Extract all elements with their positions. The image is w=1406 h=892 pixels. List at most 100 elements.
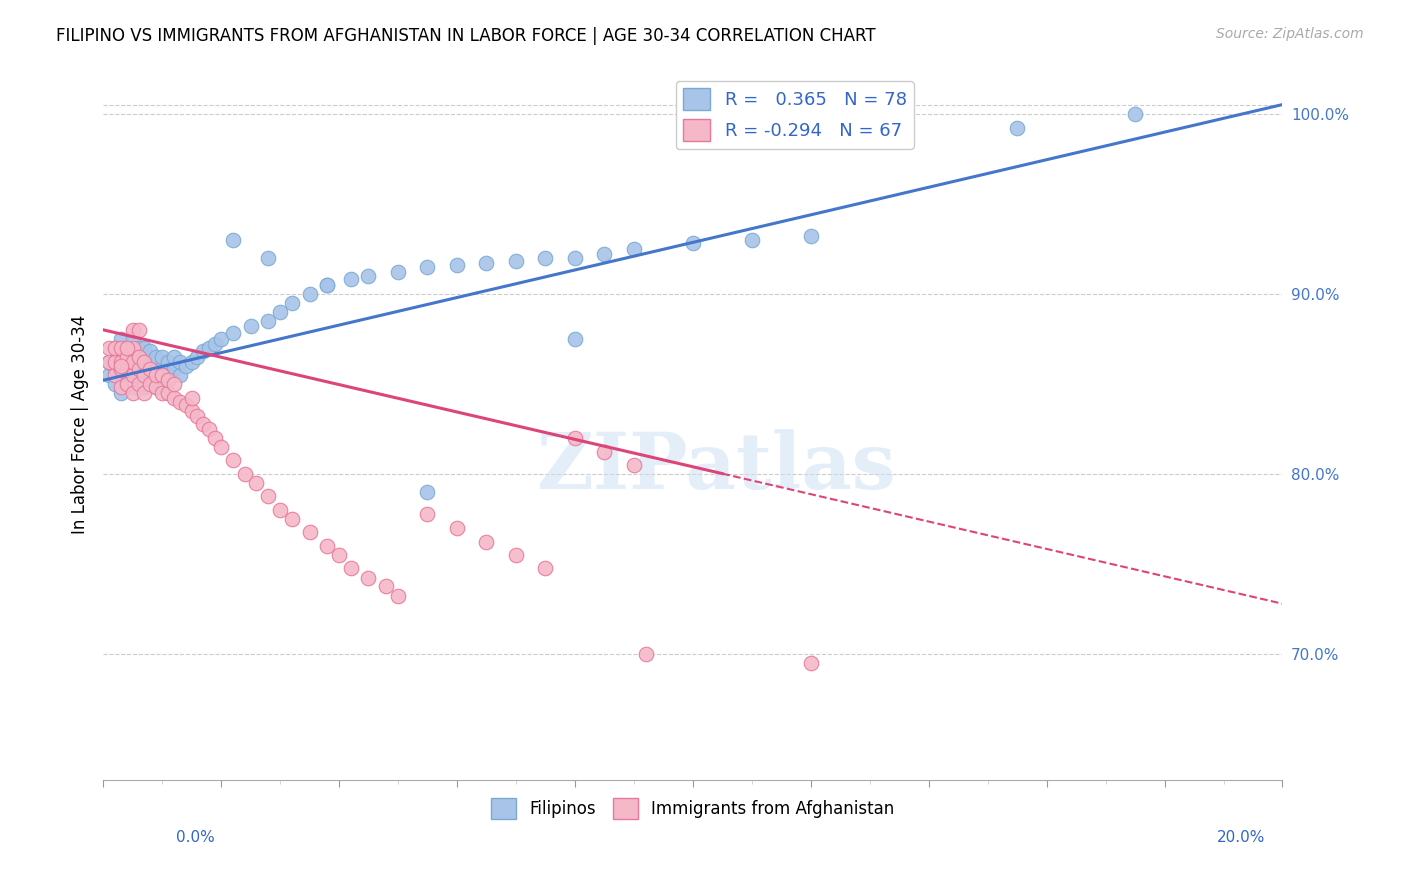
Point <box>169 368 191 382</box>
Point <box>121 380 143 394</box>
Point <box>104 355 127 369</box>
Point <box>128 362 150 376</box>
Point <box>110 359 132 373</box>
Point <box>593 247 616 261</box>
Point <box>339 560 361 574</box>
Point <box>139 373 162 387</box>
Point <box>150 368 173 382</box>
Point <box>186 409 208 424</box>
Point <box>104 376 127 391</box>
Point <box>564 431 586 445</box>
Point <box>139 376 162 391</box>
Point <box>505 548 527 562</box>
Point <box>156 368 179 382</box>
Point <box>416 485 439 500</box>
Point <box>193 344 215 359</box>
Point <box>298 524 321 539</box>
Text: FILIPINO VS IMMIGRANTS FROM AFGHANISTAN IN LABOR FORCE | AGE 30-34 CORRELATION C: FILIPINO VS IMMIGRANTS FROM AFGHANISTAN … <box>56 27 876 45</box>
Point <box>1005 120 1028 135</box>
Point <box>115 376 138 391</box>
Point <box>257 314 280 328</box>
Point <box>121 368 143 382</box>
Point <box>134 385 156 400</box>
Point <box>150 350 173 364</box>
Point <box>387 590 409 604</box>
Point <box>416 507 439 521</box>
Point <box>357 268 380 283</box>
Point <box>180 392 202 406</box>
Point <box>357 572 380 586</box>
Point <box>98 368 121 382</box>
Point <box>134 380 156 394</box>
Point <box>505 254 527 268</box>
Point <box>134 355 156 369</box>
Point <box>239 319 262 334</box>
Point <box>634 647 657 661</box>
Point <box>110 355 132 369</box>
Point <box>534 560 557 574</box>
Point <box>222 452 245 467</box>
Point <box>593 445 616 459</box>
Point <box>534 251 557 265</box>
Point <box>110 350 132 364</box>
Point <box>316 277 339 292</box>
Text: 20.0%: 20.0% <box>1218 830 1265 845</box>
Point <box>115 355 138 369</box>
Point <box>257 251 280 265</box>
Point <box>98 355 121 369</box>
Point <box>128 368 150 382</box>
Legend: Filipinos, Immigrants from Afghanistan: Filipinos, Immigrants from Afghanistan <box>485 792 901 825</box>
Point <box>682 236 704 251</box>
Point <box>134 341 156 355</box>
Point <box>222 233 245 247</box>
Point <box>209 332 232 346</box>
Point <box>128 355 150 369</box>
Point <box>416 260 439 274</box>
Point <box>115 341 138 355</box>
Point <box>475 535 498 549</box>
Point <box>564 332 586 346</box>
Point <box>115 341 138 355</box>
Point <box>564 251 586 265</box>
Point <box>134 355 156 369</box>
Point <box>233 467 256 481</box>
Point <box>98 341 121 355</box>
Point <box>150 376 173 391</box>
Point <box>328 548 350 562</box>
Point <box>204 337 226 351</box>
Point <box>156 355 179 369</box>
Point <box>128 376 150 391</box>
Point <box>800 229 823 244</box>
Point <box>145 368 167 382</box>
Point <box>298 286 321 301</box>
Point <box>139 344 162 359</box>
Point <box>104 368 127 382</box>
Point <box>139 359 162 373</box>
Point <box>245 475 267 490</box>
Point <box>198 422 221 436</box>
Point <box>375 579 398 593</box>
Point <box>163 362 186 376</box>
Point <box>98 355 121 369</box>
Point <box>174 399 197 413</box>
Point <box>741 233 763 247</box>
Point <box>110 341 132 355</box>
Point <box>623 242 645 256</box>
Point <box>316 277 339 292</box>
Point <box>104 355 127 369</box>
Text: ZIPatlas: ZIPatlas <box>537 429 896 505</box>
Point <box>145 350 167 364</box>
Point <box>204 431 226 445</box>
Point <box>104 341 127 355</box>
Point <box>121 368 143 382</box>
Point <box>128 323 150 337</box>
Point <box>121 355 143 369</box>
Point <box>193 417 215 431</box>
Point <box>281 512 304 526</box>
Point <box>110 362 132 376</box>
Point <box>128 341 150 355</box>
Point <box>150 385 173 400</box>
Text: 0.0%: 0.0% <box>176 830 215 845</box>
Point <box>257 489 280 503</box>
Point <box>475 256 498 270</box>
